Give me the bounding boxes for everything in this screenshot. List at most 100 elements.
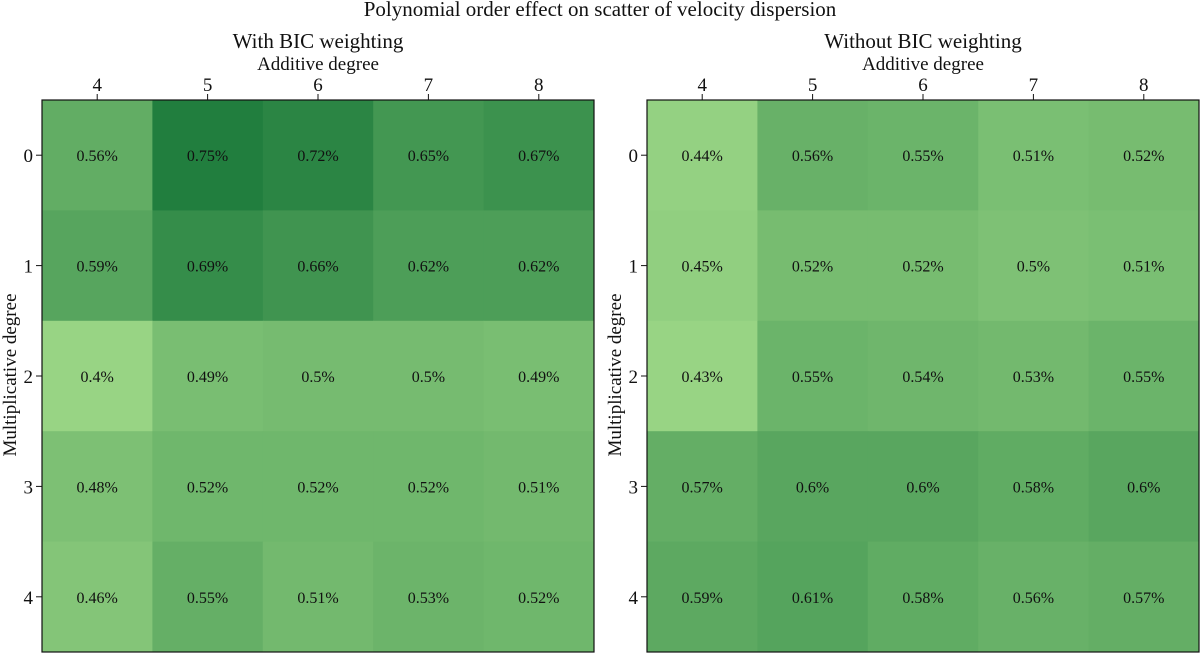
heatmap-cell xyxy=(867,431,979,543)
cell-value-label: 0.52% xyxy=(792,259,833,276)
heatmap-cell xyxy=(867,100,979,211)
y-tick-label: 3 xyxy=(629,477,639,498)
x-tick-label: 4 xyxy=(697,75,707,96)
heatmap-cell xyxy=(757,431,869,543)
cell-value-label: 0.67% xyxy=(518,148,559,165)
y-tick-label: 1 xyxy=(629,257,639,278)
y-axis-label: Multiplicative degree xyxy=(0,293,21,456)
cell-value-label: 0.52% xyxy=(1123,148,1164,165)
cell-value-label: 0.49% xyxy=(518,369,559,386)
cell-value-label: 0.51% xyxy=(297,590,338,607)
heatmap-cell xyxy=(647,541,758,653)
heatmap-cell xyxy=(483,210,595,322)
heatmap-cell xyxy=(867,541,979,653)
heatmap-cell xyxy=(978,100,1090,211)
heatmap-cell xyxy=(483,320,595,432)
cell-value-label: 0.6% xyxy=(906,479,939,496)
cell-value-label: 0.57% xyxy=(1123,590,1164,607)
cell-value-label: 0.56% xyxy=(792,148,833,165)
cell-value-label: 0.65% xyxy=(408,148,449,165)
x-tick-label: 4 xyxy=(92,75,102,96)
cell-value-label: 0.51% xyxy=(1013,148,1054,165)
heatmap-with-bic: With BIC weighting Additive degree Multi… xyxy=(0,29,595,653)
heatmap-cell xyxy=(152,431,264,543)
heatmap-cell xyxy=(483,431,595,543)
heatmap-cell xyxy=(647,210,758,322)
cell-value-label: 0.49% xyxy=(187,369,228,386)
heatmap-cells: 0.44% 0.56% 0.55% 0.51% 0.52% 0.45% 0.52% 0.52%… xyxy=(647,100,1200,653)
heatmap-cell xyxy=(152,100,264,211)
x-tick-label: 5 xyxy=(203,75,213,96)
cell-value-label: 0.48% xyxy=(77,479,118,496)
cell-value-label: 0.52% xyxy=(187,479,228,496)
heatmap-cell xyxy=(647,431,758,543)
y-tick-label: 2 xyxy=(629,367,639,388)
cell-value-label: 0.44% xyxy=(682,148,723,165)
cell-value-label: 0.53% xyxy=(408,590,449,607)
y-tick-label: 3 xyxy=(24,477,34,498)
heatmap-without-bic: Without BIC weighting Additive degree Mu… xyxy=(605,29,1200,653)
y-ticks: 0 1 2 3 4 xyxy=(629,146,647,609)
cell-value-label: 0.72% xyxy=(297,148,338,165)
cell-value-label: 0.58% xyxy=(1013,479,1054,496)
x-ticks: 4 5 6 7 8 xyxy=(697,75,1149,100)
x-tick-label: 7 xyxy=(1029,75,1039,96)
heatmap-cell xyxy=(262,431,374,543)
heatmap-cell xyxy=(262,210,374,322)
heatmap-cell xyxy=(647,100,758,211)
heatmap-cell xyxy=(978,210,1090,322)
heatmap-cell xyxy=(373,100,485,211)
cell-value-label: 0.66% xyxy=(297,259,338,276)
y-tick-label: 0 xyxy=(629,146,639,167)
cell-value-label: 0.5% xyxy=(301,369,334,386)
y-tick-label: 0 xyxy=(24,146,34,167)
heatmap-cell xyxy=(373,541,485,653)
cell-value-label: 0.4% xyxy=(81,369,114,386)
figure-title: Polynomial order effect on scatter of ve… xyxy=(364,0,837,21)
heatmap-cell xyxy=(373,210,485,322)
x-ticks: 4 5 6 7 8 xyxy=(92,75,544,100)
cell-value-label: 0.46% xyxy=(77,590,118,607)
cell-value-label: 0.43% xyxy=(682,369,723,386)
cell-value-label: 0.51% xyxy=(518,479,559,496)
heatmap-cell xyxy=(42,100,153,211)
heatmap-cell xyxy=(978,320,1090,432)
cell-value-label: 0.52% xyxy=(408,479,449,496)
heatmap-cell xyxy=(262,541,374,653)
y-ticks: 0 1 2 3 4 xyxy=(24,146,42,609)
plot-frame xyxy=(41,99,595,653)
heatmap-cell xyxy=(757,100,869,211)
heatmap-cell xyxy=(1088,320,1200,432)
heatmap-cell xyxy=(42,431,153,543)
heatmap-cell xyxy=(1088,210,1200,322)
cell-value-label: 0.51% xyxy=(1123,259,1164,276)
x-axis-label: Additive degree xyxy=(862,54,984,75)
x-tick-label: 7 xyxy=(424,75,434,96)
heatmap-cells: 0.56% 0.75% 0.72% 0.65% 0.67% 0.59% 0.69% 0.66%… xyxy=(42,100,595,653)
cell-value-label: 0.57% xyxy=(682,479,723,496)
heatmap-cell xyxy=(262,100,374,211)
x-axis-label: Additive degree xyxy=(257,54,379,75)
plot-frame xyxy=(646,99,1200,653)
heatmap-cell xyxy=(42,541,153,653)
cell-value-label: 0.52% xyxy=(518,590,559,607)
heatmap-cell xyxy=(757,210,869,322)
heatmap-cell xyxy=(757,320,869,432)
cell-value-label: 0.52% xyxy=(297,479,338,496)
cell-value-label: 0.61% xyxy=(792,590,833,607)
heatmap-cell xyxy=(1088,431,1200,543)
cell-value-label: 0.6% xyxy=(796,479,829,496)
cell-value-label: 0.55% xyxy=(187,590,228,607)
cell-value-label: 0.62% xyxy=(518,259,559,276)
cell-value-label: 0.75% xyxy=(187,148,228,165)
cell-value-label: 0.56% xyxy=(77,148,118,165)
cell-value-label: 0.52% xyxy=(902,259,943,276)
heatmap-cell xyxy=(483,541,595,653)
heatmap-cell xyxy=(867,320,979,432)
y-axis-label: Multiplicative degree xyxy=(605,293,626,456)
cell-value-label: 0.54% xyxy=(902,369,943,386)
panel-title: Without BIC weighting xyxy=(824,29,1022,53)
y-tick-label: 2 xyxy=(24,367,34,388)
heatmap-cell xyxy=(42,320,153,432)
